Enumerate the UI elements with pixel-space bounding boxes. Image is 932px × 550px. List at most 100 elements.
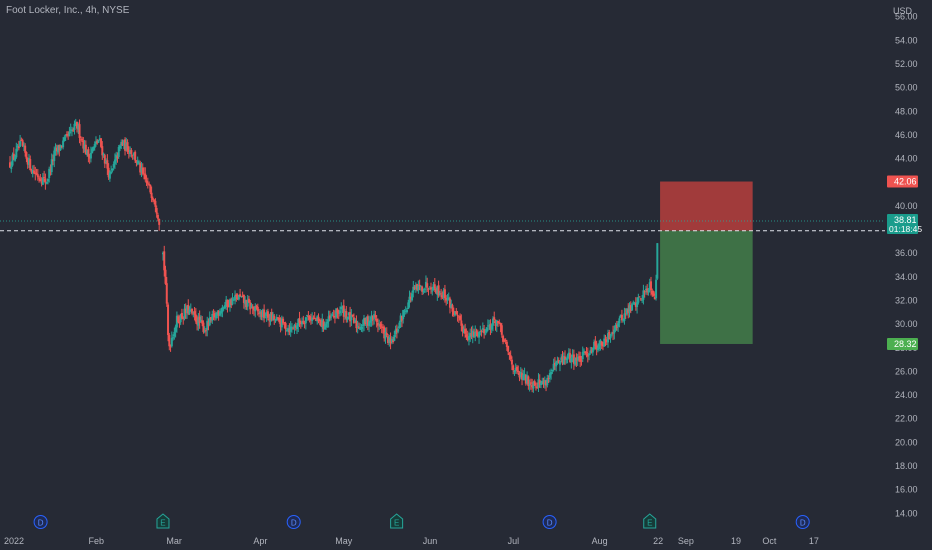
candle-body	[244, 299, 247, 305]
candle-body	[371, 315, 374, 320]
candle-body	[613, 329, 616, 334]
candle-body	[531, 384, 534, 388]
candle-body	[432, 284, 435, 291]
candle-body	[326, 321, 329, 324]
candle-body	[551, 369, 554, 371]
candle-body	[387, 336, 390, 343]
candle-body	[594, 341, 597, 346]
candle-body	[83, 144, 86, 150]
candle-body	[383, 327, 386, 339]
candle-body	[363, 318, 366, 326]
candle-body	[203, 330, 206, 332]
candle-body	[359, 328, 362, 331]
candle-body	[448, 298, 451, 308]
take-profit-zone	[660, 230, 753, 344]
candle-body	[265, 311, 268, 317]
candle-body	[204, 330, 207, 332]
candle-body	[302, 321, 305, 323]
candle-body	[144, 173, 147, 180]
candle-body	[599, 339, 602, 345]
dividend-marker	[795, 515, 810, 529]
candle-body	[617, 323, 620, 327]
candle-body	[589, 350, 592, 354]
candle-body	[536, 387, 539, 389]
candle-body	[636, 302, 639, 308]
candle-body	[285, 329, 288, 331]
candle-body	[130, 150, 133, 154]
candle-body	[246, 300, 249, 307]
candle-body	[59, 144, 62, 151]
candle-body	[647, 289, 650, 293]
candle-body	[598, 343, 601, 349]
candle-body	[643, 291, 646, 293]
candle-body	[311, 317, 314, 321]
price-tick-label: 26.00	[895, 366, 918, 376]
candle-body	[268, 318, 271, 321]
candle-body	[584, 351, 587, 354]
candle-body	[17, 146, 20, 149]
candle-body	[46, 178, 49, 182]
candle-body	[375, 318, 378, 322]
candle-body	[498, 322, 501, 324]
candle-body	[70, 130, 73, 132]
candle-body	[108, 172, 111, 179]
candle-body	[314, 319, 317, 321]
candle-body	[236, 295, 239, 300]
candle-body	[373, 314, 376, 319]
candle-body	[550, 371, 553, 375]
candle-body	[198, 316, 201, 323]
candle-body	[540, 383, 543, 386]
candle-body	[62, 140, 65, 148]
candle-body	[145, 180, 148, 183]
candles	[9, 118, 659, 393]
candle-body	[263, 309, 266, 319]
event-marker-letter: D	[800, 519, 806, 528]
candle-body	[308, 316, 311, 320]
candle-body	[199, 319, 202, 322]
candle-body	[148, 183, 151, 185]
candle-body	[167, 304, 170, 336]
candle-body	[288, 328, 291, 333]
candle-body	[106, 160, 109, 169]
candle-body	[307, 316, 310, 318]
candle-body	[364, 318, 367, 324]
candle-body	[232, 299, 235, 301]
candle-body	[164, 269, 167, 284]
candle-body	[118, 145, 121, 149]
candle-body	[299, 322, 302, 324]
candle-body	[384, 332, 387, 339]
candle-body	[309, 319, 312, 321]
candle-body	[126, 142, 129, 153]
candle-body	[210, 317, 213, 320]
price-tick-label: 16.00	[895, 485, 918, 495]
candle-body	[614, 325, 617, 331]
candle-body	[64, 134, 67, 136]
candle-body	[605, 339, 608, 343]
candle-body	[143, 173, 146, 175]
candle-body	[532, 382, 535, 389]
candle-body	[619, 314, 622, 318]
candle-body	[105, 160, 108, 163]
candle-body	[521, 373, 524, 380]
price-tick-label: 48.00	[895, 106, 918, 116]
candle-body	[112, 164, 115, 168]
candle-body	[437, 285, 440, 296]
candle-body	[338, 310, 341, 314]
candle-body	[380, 326, 383, 328]
candle-body	[342, 305, 345, 317]
candle-body	[35, 173, 38, 175]
time-tick-label: 17	[809, 536, 819, 546]
candle-body	[418, 284, 421, 286]
candle-body	[270, 312, 273, 320]
candle-body	[656, 243, 659, 279]
candle-body	[392, 340, 395, 343]
candle-body	[430, 287, 433, 290]
candle-body	[651, 290, 654, 295]
candle-body	[493, 317, 496, 320]
candle-body	[347, 312, 350, 316]
candle-body	[175, 315, 178, 328]
candle-body	[282, 318, 285, 324]
candle-body	[27, 158, 30, 165]
